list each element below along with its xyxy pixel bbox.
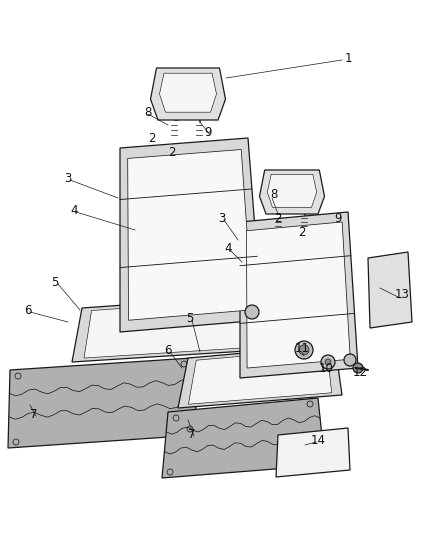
Text: 5: 5 [51,276,59,288]
Text: 7: 7 [188,429,196,441]
Text: 11: 11 [294,342,310,354]
Polygon shape [162,398,325,478]
Circle shape [245,305,259,319]
Text: 2: 2 [148,132,156,144]
Polygon shape [151,68,226,120]
Text: 3: 3 [64,172,72,184]
Polygon shape [72,296,262,362]
Circle shape [344,354,356,366]
Polygon shape [247,222,350,368]
Text: 8: 8 [270,189,278,201]
Polygon shape [178,345,342,408]
Text: 13: 13 [395,288,410,302]
Text: 4: 4 [70,204,78,216]
Circle shape [325,359,331,365]
Text: 12: 12 [353,366,367,378]
Text: 4: 4 [224,241,232,254]
Text: 8: 8 [144,106,152,118]
Polygon shape [188,349,332,404]
Text: 1: 1 [344,52,352,64]
Text: 6: 6 [24,303,32,317]
Circle shape [353,363,363,373]
Circle shape [295,341,313,359]
Polygon shape [8,358,198,448]
Polygon shape [84,300,250,358]
Text: 2: 2 [274,212,282,224]
Polygon shape [128,150,253,320]
Polygon shape [120,138,262,332]
Polygon shape [259,170,325,214]
Circle shape [321,355,335,369]
Text: 9: 9 [204,125,212,139]
Polygon shape [276,428,350,477]
Polygon shape [267,174,317,207]
Text: 6: 6 [164,343,172,357]
Text: 3: 3 [218,212,226,224]
Text: 2: 2 [168,146,176,158]
Text: 2: 2 [298,225,306,238]
Text: 5: 5 [186,311,194,325]
Text: 10: 10 [318,361,333,375]
Circle shape [299,345,309,355]
Text: 14: 14 [311,433,325,447]
Polygon shape [240,212,358,378]
Polygon shape [368,252,412,328]
Text: 9: 9 [334,212,342,224]
Text: 7: 7 [30,408,38,422]
Polygon shape [159,73,216,112]
